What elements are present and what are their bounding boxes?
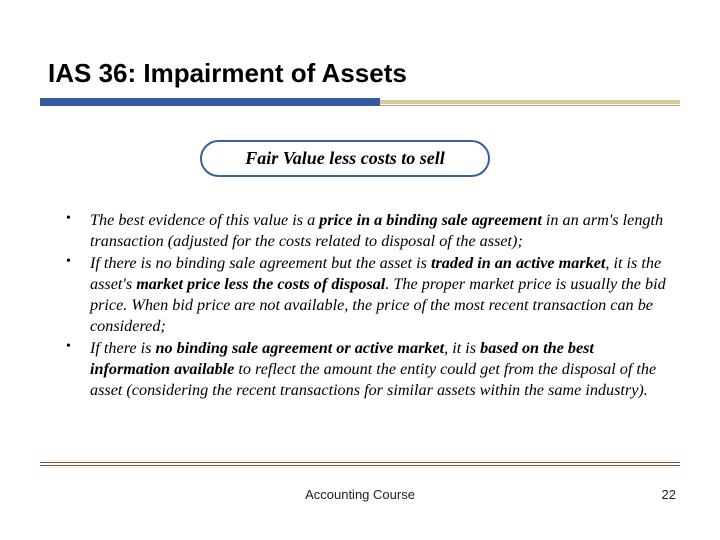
text-bold: traded in an active market [431,254,605,272]
text-run: , it is [444,339,480,357]
title-underline-thin [380,105,680,106]
footer-center: Accounting Course [0,487,720,502]
bottom-rule [40,462,680,466]
title-underline [40,98,680,106]
body-text: The best evidence of this value is a pri… [56,210,670,403]
text-bold: no binding sale agreement or active mark… [156,339,445,357]
text-run: If there is [90,339,156,357]
title-underline-thick [40,98,380,106]
slide: IAS 36: Impairment of Assets Fair Value … [0,0,720,540]
text-bold: price in a binding sale agreement [319,211,542,229]
bullet-list: The best evidence of this value is a pri… [56,210,670,401]
text-bold: market price less the costs of disposal [136,275,385,293]
page-number: 22 [662,487,676,502]
list-item: If there is no binding sale agreement or… [56,338,670,400]
callout-box: Fair Value less costs to sell [200,140,490,177]
list-item: If there is no binding sale agreement bu… [56,253,670,336]
slide-title: IAS 36: Impairment of Assets [48,58,407,89]
list-item: The best evidence of this value is a pri… [56,210,670,251]
title-underline-sub [380,100,680,104]
text-run: If there is no binding sale agreement bu… [90,254,431,272]
text-run: The best evidence of this value is a [90,211,319,229]
